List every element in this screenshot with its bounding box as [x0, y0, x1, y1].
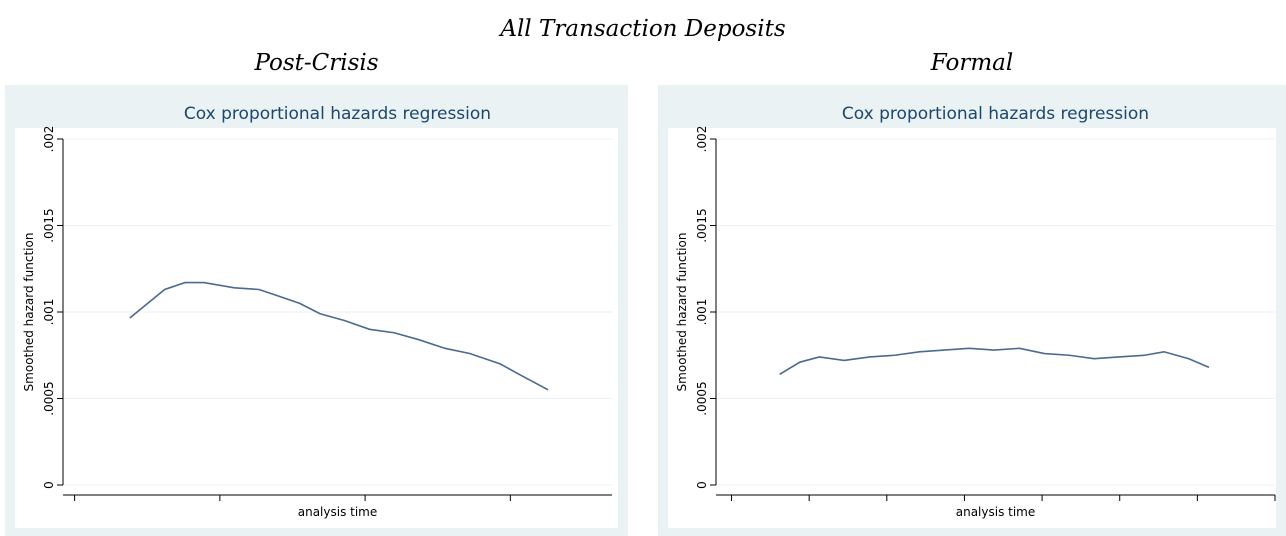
y-tick-label: .002	[695, 126, 709, 153]
y-tick-label: 0	[695, 481, 709, 489]
panel-title: Post-Crisis	[253, 50, 378, 76]
panel-title: Formal	[930, 50, 1013, 76]
y-tick-label: .0015	[695, 208, 709, 242]
x-axis-label: analysis time	[298, 505, 378, 519]
y-tick-label: .001	[42, 299, 56, 326]
y-tick-label: .001	[695, 299, 709, 326]
plot-region	[668, 128, 1276, 528]
chart-title: Cox proportional hazards regression	[842, 104, 1149, 124]
hazard-line	[779, 347, 1210, 375]
y-tick-label: .0015	[42, 208, 56, 242]
y-axis-label: Smoothed hazard function	[22, 233, 36, 392]
hazard-line	[129, 281, 549, 391]
plot-region	[15, 128, 618, 528]
y-tick-label: 0	[42, 481, 56, 489]
chart-title: Cox proportional hazards regression	[184, 104, 491, 124]
y-axis-label: Smoothed hazard function	[675, 233, 689, 392]
figure-title: All Transaction Deposits	[498, 16, 785, 42]
x-axis-label: analysis time	[956, 505, 1036, 519]
y-tick-label: .0005	[42, 381, 56, 415]
y-tick-label: .0005	[695, 381, 709, 415]
y-tick-label: .002	[42, 126, 56, 153]
